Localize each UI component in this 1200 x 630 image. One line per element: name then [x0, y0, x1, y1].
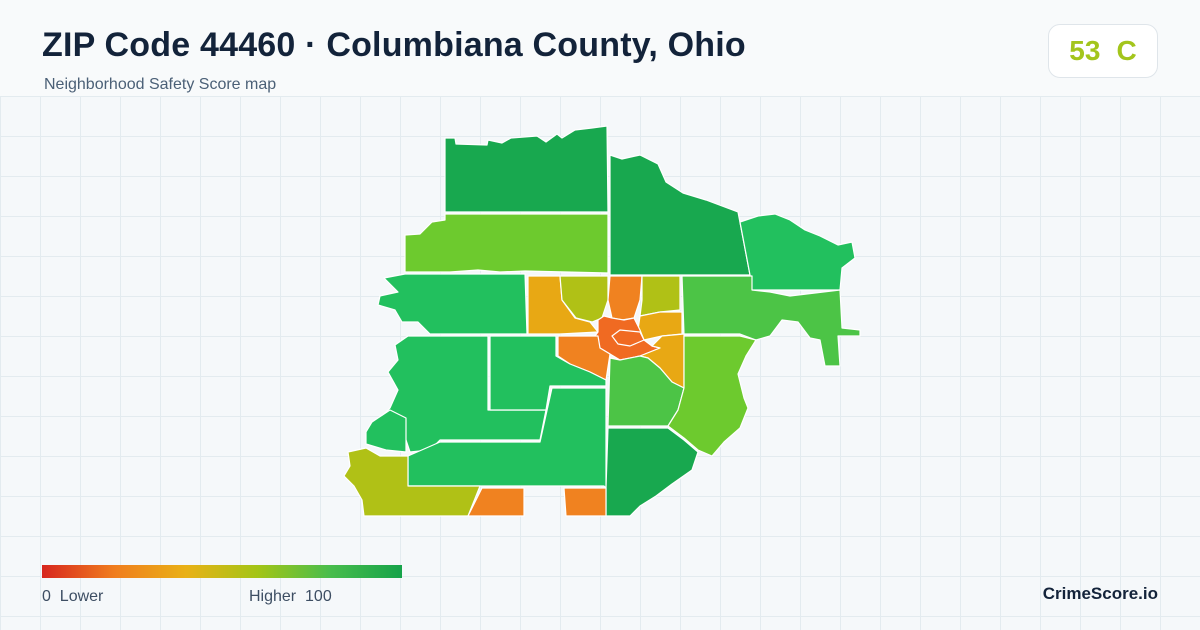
map-region-far-east[interactable]	[739, 213, 856, 291]
brand-logo-text[interactable]: CrimeScore.io	[1042, 584, 1158, 603]
map-region-west-bump[interactable]	[365, 409, 407, 453]
header-band	[0, 0, 1200, 96]
safety-score-grade: C	[1116, 35, 1137, 66]
legend-min-value: 0	[42, 588, 51, 605]
legend-max-text: Higher	[249, 588, 297, 605]
map-region-northwest[interactable]	[404, 213, 609, 274]
legend-min-label: 0 Lower	[42, 588, 103, 606]
page-subtitle: Neighborhood Safety Score map	[44, 76, 277, 93]
map-region-south-orange-west[interactable]	[467, 487, 525, 517]
map-region-northeast[interactable]	[609, 154, 751, 276]
legend-max-value: 100	[305, 588, 332, 605]
legend-max-label: Higher 100	[249, 588, 332, 606]
map-region-center-north[interactable]	[559, 275, 609, 323]
legend-color-scale	[42, 565, 402, 578]
safety-score-badge: 53 C	[1048, 24, 1158, 78]
legend-min-text: Lower	[59, 588, 104, 605]
safety-score-value: 53	[1069, 35, 1101, 66]
map-region-south-orange-east[interactable]	[563, 487, 607, 517]
map-region-center-orange-north[interactable]	[607, 275, 643, 321]
map-region-east[interactable]	[681, 275, 861, 367]
map-region-north[interactable]	[444, 125, 609, 213]
map-region-center-south[interactable]	[607, 355, 685, 427]
map-region-west-upper[interactable]	[377, 273, 528, 335]
map-region-east-south[interactable]	[667, 335, 757, 457]
map-region-downtown-inner[interactable]	[611, 329, 645, 347]
map-region-center-middle[interactable]	[489, 335, 607, 411]
page-title: ZIP Code 44460 · Columbiana County, Ohio	[42, 26, 746, 64]
map-region-center-northeast[interactable]	[639, 275, 681, 317]
map-region-southeast[interactable]	[605, 427, 699, 517]
